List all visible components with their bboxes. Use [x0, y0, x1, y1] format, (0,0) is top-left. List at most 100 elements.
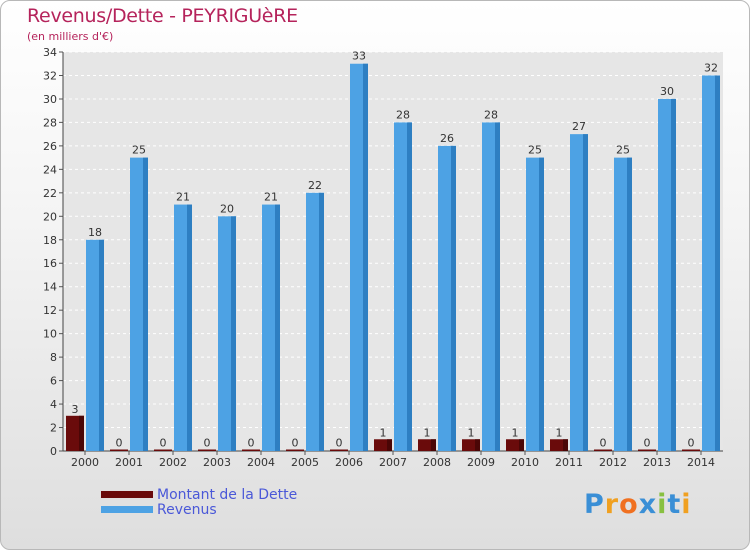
data-label-dette: 3 [72, 403, 79, 416]
bar-dette [462, 439, 480, 451]
bar-revenus-shade [187, 204, 192, 451]
bar-dette [594, 449, 612, 451]
y-tick-label: 0 [50, 445, 57, 458]
bar-dette-shade [79, 415, 84, 451]
y-tick-label: 6 [50, 375, 57, 388]
y-tick-label: 34 [43, 46, 57, 59]
bar-dette [198, 449, 216, 451]
bar-revenus-shade [231, 216, 236, 451]
bar-revenus-shade [539, 157, 544, 451]
bar-dette-shade [519, 439, 524, 451]
logo-letter: P [584, 489, 605, 520]
proxiti-logo: Proxiti [584, 489, 692, 520]
bar-dette [550, 439, 568, 451]
bar-dette [330, 449, 348, 451]
data-label-dette: 0 [336, 437, 343, 450]
data-label-revenus: 26 [440, 132, 454, 145]
logo-letter: o [619, 489, 639, 520]
bar-dette [286, 449, 304, 451]
legend-swatch-dette [101, 491, 153, 498]
data-label-revenus: 22 [308, 179, 322, 192]
data-label-revenus: 28 [484, 108, 498, 121]
data-label-dette: 1 [424, 426, 431, 439]
chart-title: Revenus/Dette - PEYRIGUèRE [27, 5, 298, 27]
bar-revenus-shade [627, 157, 632, 451]
y-tick-label: 18 [43, 234, 57, 247]
y-tick-label: 20 [43, 210, 57, 223]
bar-dette [638, 449, 656, 451]
x-tick-label: 2012 [599, 456, 627, 469]
data-label-dette: 1 [380, 426, 387, 439]
logo-letter: i [681, 489, 692, 520]
data-label-dette: 1 [512, 426, 519, 439]
bar-revenus-shade [495, 122, 500, 451]
legend-label-revenus: Revenus [157, 501, 217, 518]
y-tick-label: 22 [43, 187, 57, 200]
data-label-revenus: 21 [176, 191, 190, 204]
bar-revenus-shade [363, 63, 368, 452]
data-label-revenus: 33 [352, 50, 366, 63]
data-label-revenus: 27 [572, 120, 586, 133]
bar-revenus-shade [451, 145, 456, 451]
logo-letter: t [667, 489, 682, 520]
bar-dette [154, 449, 172, 451]
bar-revenus-shade [407, 122, 412, 451]
y-tick-label: 24 [43, 163, 57, 176]
x-tick-label: 2013 [643, 456, 671, 469]
logo-letter: i [657, 489, 668, 520]
legend-item-revenus: Revenus [101, 501, 297, 518]
bar-dette [242, 449, 260, 451]
data-label-revenus: 25 [528, 144, 542, 157]
x-tick-label: 2005 [291, 456, 319, 469]
x-tick-label: 2011 [555, 456, 583, 469]
y-tick-label: 30 [43, 93, 57, 106]
logo-letter: r [604, 489, 620, 520]
bar-dette-shade [387, 439, 392, 451]
x-tick-label: 2007 [379, 456, 407, 469]
data-label-dette: 0 [160, 437, 167, 450]
bar-revenus-shade [583, 134, 588, 451]
y-tick-label: 10 [43, 328, 57, 341]
data-label-revenus: 25 [132, 144, 146, 157]
plot-area [63, 52, 723, 451]
x-tick-label: 2003 [203, 456, 231, 469]
data-label-dette: 0 [248, 437, 255, 450]
bar-dette-shade [431, 439, 436, 451]
x-tick-label: 2010 [511, 456, 539, 469]
y-tick-label: 4 [50, 398, 57, 411]
y-tick-label: 12 [43, 304, 57, 317]
bar-revenus-shade [671, 98, 676, 452]
data-label-revenus: 30 [660, 85, 674, 98]
x-tick-label: 2009 [467, 456, 495, 469]
x-tick-label: 2008 [423, 456, 451, 469]
y-tick-label: 14 [43, 281, 57, 294]
data-label-revenus: 25 [616, 144, 630, 157]
data-label-dette: 0 [644, 437, 651, 450]
y-tick-label: 8 [50, 351, 57, 364]
bar-revenus-shade [319, 192, 324, 451]
bar-revenus-shade [143, 157, 148, 451]
x-tick-label: 2001 [115, 456, 143, 469]
legend: Montant de la Dette Revenus [101, 487, 297, 518]
x-tick-label: 2006 [335, 456, 363, 469]
chart-subtitle: (en milliers d'€) [27, 30, 114, 43]
bar-dette [418, 439, 436, 451]
y-tick-label: 16 [43, 257, 57, 270]
legend-item-dette: Montant de la Dette [101, 487, 297, 503]
data-label-dette: 0 [600, 437, 607, 450]
data-label-dette: 1 [556, 426, 563, 439]
data-label-revenus: 28 [396, 108, 410, 121]
data-label-dette: 0 [116, 437, 123, 450]
y-tick-label: 28 [43, 116, 57, 129]
bar-revenus-shade [99, 239, 104, 451]
data-label-dette: 0 [688, 437, 695, 450]
y-tick-label: 26 [43, 140, 57, 153]
bar-dette-shade [475, 439, 480, 451]
bar-revenus-shade [715, 75, 720, 452]
data-label-revenus: 18 [88, 226, 102, 239]
bar-revenus-shade [275, 204, 280, 451]
y-tick-label: 32 [43, 69, 57, 82]
data-label-dette: 0 [204, 437, 211, 450]
